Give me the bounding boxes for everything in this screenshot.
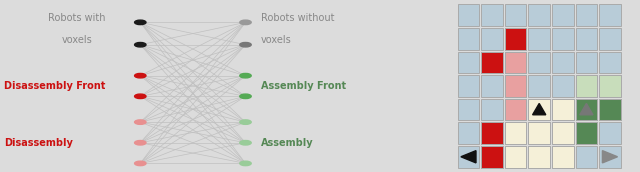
Bar xyxy=(529,122,550,144)
Bar xyxy=(599,146,621,168)
Bar xyxy=(575,28,597,50)
Bar xyxy=(481,99,503,120)
Text: Robots without: Robots without xyxy=(261,13,334,23)
Circle shape xyxy=(134,42,146,47)
Bar xyxy=(481,122,503,144)
Bar xyxy=(575,122,597,144)
Bar xyxy=(529,4,550,26)
Bar xyxy=(552,122,573,144)
Bar xyxy=(552,4,573,26)
Bar xyxy=(481,75,503,97)
Bar xyxy=(529,52,550,73)
Bar xyxy=(458,146,479,168)
Bar xyxy=(529,146,550,168)
Bar xyxy=(481,146,503,168)
Bar xyxy=(505,99,527,120)
Text: Assembly Front: Assembly Front xyxy=(261,81,346,91)
Bar xyxy=(552,28,573,50)
Bar xyxy=(458,4,479,26)
Text: Disassembly: Disassembly xyxy=(4,138,73,148)
Bar xyxy=(481,52,503,73)
Bar xyxy=(575,122,597,144)
Bar xyxy=(458,122,479,144)
Bar xyxy=(505,52,527,73)
Polygon shape xyxy=(461,151,476,163)
Bar xyxy=(505,28,527,50)
Bar xyxy=(458,28,479,50)
Bar xyxy=(481,146,503,168)
Circle shape xyxy=(240,161,252,166)
Circle shape xyxy=(240,120,252,124)
Text: voxels: voxels xyxy=(61,35,92,45)
Bar xyxy=(599,28,621,50)
Bar xyxy=(529,28,550,50)
Bar xyxy=(552,99,573,120)
Bar xyxy=(552,52,573,73)
Bar xyxy=(505,4,527,26)
Bar xyxy=(481,28,503,50)
Polygon shape xyxy=(532,103,546,115)
Bar xyxy=(575,4,597,26)
Circle shape xyxy=(240,73,252,78)
Polygon shape xyxy=(580,103,593,115)
Bar xyxy=(599,99,621,120)
Bar xyxy=(458,75,479,97)
Circle shape xyxy=(240,141,252,145)
Circle shape xyxy=(134,94,146,99)
Bar xyxy=(599,99,621,120)
Bar xyxy=(575,99,597,120)
Bar xyxy=(529,99,550,120)
Bar xyxy=(505,99,527,120)
Bar xyxy=(599,52,621,73)
Text: voxels: voxels xyxy=(261,35,292,45)
Circle shape xyxy=(134,20,146,25)
Bar xyxy=(552,146,573,168)
Bar xyxy=(552,75,573,97)
Bar xyxy=(505,122,527,144)
Bar xyxy=(505,122,527,144)
Bar xyxy=(575,75,597,97)
Bar xyxy=(481,4,503,26)
Bar xyxy=(458,52,479,73)
Bar xyxy=(458,99,479,120)
Bar xyxy=(599,75,621,97)
Text: Disassembly Front: Disassembly Front xyxy=(4,81,106,91)
Bar xyxy=(529,99,550,120)
Bar xyxy=(529,75,550,97)
Bar xyxy=(552,122,573,144)
Polygon shape xyxy=(602,151,618,163)
Circle shape xyxy=(134,141,146,145)
Bar xyxy=(505,146,527,168)
Bar xyxy=(575,75,597,97)
Bar xyxy=(529,122,550,144)
Bar xyxy=(599,75,621,97)
Bar xyxy=(575,52,597,73)
Text: Robots with: Robots with xyxy=(48,13,106,23)
Bar xyxy=(505,52,527,73)
Bar xyxy=(599,4,621,26)
Bar xyxy=(505,146,527,168)
Circle shape xyxy=(134,73,146,78)
Bar xyxy=(529,146,550,168)
Circle shape xyxy=(134,161,146,166)
Bar xyxy=(481,52,503,73)
Bar xyxy=(575,146,597,168)
Bar xyxy=(481,122,503,144)
Circle shape xyxy=(240,42,252,47)
Text: Assembly: Assembly xyxy=(261,138,314,148)
Circle shape xyxy=(134,120,146,124)
Bar xyxy=(505,75,527,97)
Bar xyxy=(505,28,527,50)
Bar xyxy=(552,146,573,168)
Bar xyxy=(575,99,597,120)
Circle shape xyxy=(240,94,252,99)
Bar xyxy=(552,99,573,120)
Circle shape xyxy=(240,20,252,25)
Bar xyxy=(505,75,527,97)
Bar xyxy=(599,122,621,144)
